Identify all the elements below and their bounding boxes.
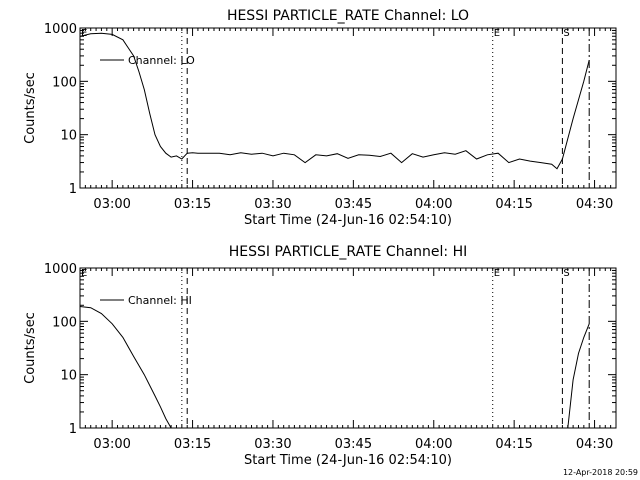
series-line-channel-hi <box>567 323 590 429</box>
x-tick-label: 03:00 <box>93 197 130 212</box>
x-tick-label: 03:00 <box>93 437 130 452</box>
y-tick-label: 1000 <box>44 262 77 277</box>
event-marker-label: E <box>81 268 87 279</box>
y-tick-label: 1000 <box>44 22 77 37</box>
chart-title: HESSI PARTICLE_RATE Channel: HI <box>229 244 467 260</box>
legend-entry: Channel: LO <box>128 54 195 67</box>
x-tick-label: 04:15 <box>495 437 532 452</box>
plot-frame <box>79 27 617 189</box>
y-tick-label: 10 <box>60 369 77 384</box>
x-tick-label: 04:00 <box>415 197 452 212</box>
y-tick-label: 1 <box>69 182 77 197</box>
event-marker-label: S <box>563 268 569 279</box>
event-marker-label: E <box>494 28 500 39</box>
legend-entry: Channel: HI <box>128 294 192 307</box>
x-tick-label: 03:30 <box>254 437 291 452</box>
hi-channel-panel: HESSI PARTICLE_RATE Channel: HI 1 10 100 100… <box>23 244 617 468</box>
event-marker-label: E <box>81 28 87 39</box>
date-stamp: 12-Apr-2018 20:59 <box>563 468 638 477</box>
x-tick-label: 04:15 <box>495 197 532 212</box>
y-tick-label: 100 <box>52 75 77 90</box>
series-line-channel-hi <box>79 306 172 429</box>
x-axis-label: Start Time (24-Jun-16 02:54:10) <box>244 453 452 468</box>
x-tick-label: 03:15 <box>174 197 211 212</box>
x-tick-label: 03:45 <box>335 197 372 212</box>
y-tick-label: 1 <box>69 422 77 437</box>
y-axis-label: Counts/sec <box>23 72 38 144</box>
event-marker-label: E <box>494 268 500 279</box>
y-tick-label: 100 <box>52 315 77 330</box>
y-tick-label: 10 <box>60 129 77 144</box>
chart-title: HESSI PARTICLE_RATE Channel: LO <box>227 8 469 24</box>
x-tick-label: 03:45 <box>335 437 372 452</box>
series-line-channel-lo <box>79 32 590 170</box>
lo-channel-panel: HESSI PARTICLE_RATE Channel: LO 1 10 100 100… <box>23 8 617 228</box>
x-tick-label: 03:15 <box>174 437 211 452</box>
plot-frame <box>79 267 617 429</box>
x-tick-label: 04:30 <box>576 437 613 452</box>
x-tick-label: 04:30 <box>576 197 613 212</box>
y-axis-label: Counts/sec <box>23 312 38 384</box>
x-axis-label: Start Time (24-Jun-16 02:54:10) <box>244 213 452 228</box>
x-tick-label: 04:00 <box>415 437 452 452</box>
event-marker-label: S <box>563 28 569 39</box>
x-tick-label: 03:30 <box>254 197 291 212</box>
